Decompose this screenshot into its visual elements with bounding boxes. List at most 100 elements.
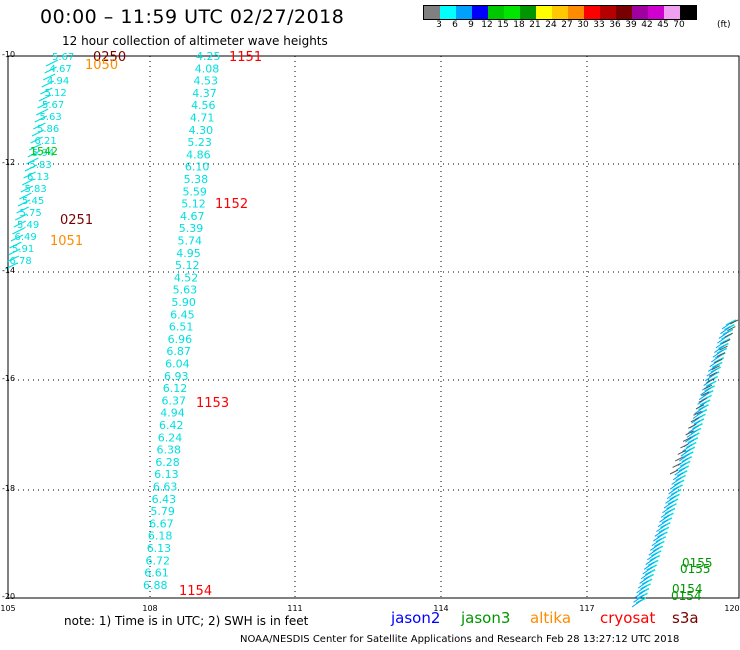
wave-height-value: 5.49 (17, 220, 39, 231)
wave-height-value: 6.10 (185, 161, 210, 174)
track-mark (38, 94, 52, 102)
orbit-time-label: 1153 (196, 396, 229, 411)
scale-swatch (504, 6, 520, 19)
track-mark (729, 319, 739, 325)
legend-item-jason2: jason2 (391, 609, 441, 627)
track-mark (634, 590, 646, 598)
track-mark (672, 472, 684, 481)
scale-label: 24 (545, 20, 557, 30)
orbit-time-label: 1151 (229, 50, 262, 65)
wave-height-value: 5.86 (37, 124, 59, 135)
track-mark (720, 326, 731, 335)
track-mark (28, 143, 42, 151)
scale-label: 6 (452, 20, 458, 30)
scale-swatch (440, 6, 456, 19)
wave-height-value: 6.72 (145, 554, 170, 567)
wave-height-value: 5.79 (150, 505, 175, 518)
track-mark (700, 387, 711, 396)
wave-height-value: 6.42 (159, 419, 184, 432)
track-mark (650, 543, 661, 551)
track-mark (688, 425, 699, 434)
scale-swatch (472, 6, 488, 19)
wave-height-value: 4.25 (196, 50, 221, 63)
latitude-label: -18 (2, 484, 16, 493)
longitude-label: 117 (579, 604, 595, 613)
track-mark (674, 456, 684, 462)
wave-height-value: 6.24 (158, 431, 183, 444)
wave-height-value: 6.13 (27, 172, 49, 183)
scale-label: 27 (561, 20, 573, 30)
track-mark (706, 368, 718, 377)
latitude-label: -12 (2, 158, 16, 167)
scale-unit: (ft) (717, 20, 731, 30)
track-mark (714, 358, 723, 364)
track-mark (633, 594, 644, 603)
wave-height-value: 5.38 (184, 173, 209, 186)
track-mark (639, 576, 650, 584)
track-mark (654, 528, 666, 537)
wave-height-value: 6.93 (164, 370, 189, 383)
orbit-time-label: 1152 (215, 197, 248, 212)
wave-height-value: 6.13 (147, 542, 172, 555)
track-mark (674, 467, 685, 476)
track-mark (12, 227, 25, 235)
track-mark (659, 514, 670, 523)
track-mark (26, 157, 39, 165)
wave-height-value: 6.45 (170, 308, 195, 321)
scale-swatch (520, 6, 536, 19)
longitude-label: 105 (0, 604, 16, 613)
legend-item-s3a: s3a (672, 609, 699, 627)
track-mark (704, 373, 716, 382)
track-mark (631, 599, 643, 608)
track-mark (6, 255, 20, 263)
footer-credit: NOAA/NESDIS Center for Satellite Applica… (240, 634, 680, 645)
track-mark (724, 332, 734, 338)
track-mark (656, 524, 667, 533)
track-mark (669, 469, 679, 475)
scale-swatch (456, 6, 472, 19)
track-mark (640, 571, 652, 580)
track-mark (711, 354, 722, 363)
scale-label: 30 (577, 20, 589, 30)
track-mark (698, 392, 710, 401)
track-mark (30, 136, 43, 144)
wave-height-value: 6.43 (152, 493, 177, 506)
track-mark (663, 500, 675, 509)
track-mark (718, 331, 730, 339)
orbit-time-label: 1050 (85, 58, 118, 73)
wave-height-value: 4.71 (190, 112, 215, 125)
wave-height-value: 6.12 (163, 382, 188, 395)
track-mark (642, 566, 653, 575)
track-mark (703, 384, 713, 390)
track-mark (31, 129, 45, 137)
scale-label: 9 (468, 20, 474, 30)
wave-height-value: 4.08 (195, 62, 220, 75)
orbit-time-label: 0154 (672, 582, 703, 596)
orbit-time-label: 1542 (30, 145, 58, 158)
track-mark (727, 326, 736, 331)
latitude-label: -10 (2, 50, 16, 59)
page-title: 00:00 – 11:59 UTC 02/27/2018 (40, 6, 345, 28)
track-mark (675, 462, 687, 471)
track-mark (708, 371, 718, 377)
scale-swatch (536, 6, 552, 19)
track-mark (643, 561, 655, 570)
wave-height-value: 5.90 (171, 296, 196, 309)
track-mark (24, 164, 38, 172)
track-mark (17, 199, 31, 207)
longitude-label: 111 (287, 604, 303, 613)
wave-height-value: 6.38 (157, 444, 182, 457)
scale-swatch (632, 6, 648, 19)
track-mark (41, 80, 55, 88)
wave-height-value: 5.39 (179, 222, 204, 235)
scale-swatch (616, 6, 632, 19)
scale-label: 45 (657, 20, 669, 30)
track-mark (44, 66, 57, 74)
scale-label: 15 (497, 20, 509, 30)
track-mark (37, 101, 50, 109)
scale-label: 12 (481, 20, 493, 30)
wave-height-value: 6.96 (168, 333, 193, 346)
wave-height-value: 5.83 (25, 184, 47, 195)
wave-height-value: 6.67 (149, 517, 174, 530)
